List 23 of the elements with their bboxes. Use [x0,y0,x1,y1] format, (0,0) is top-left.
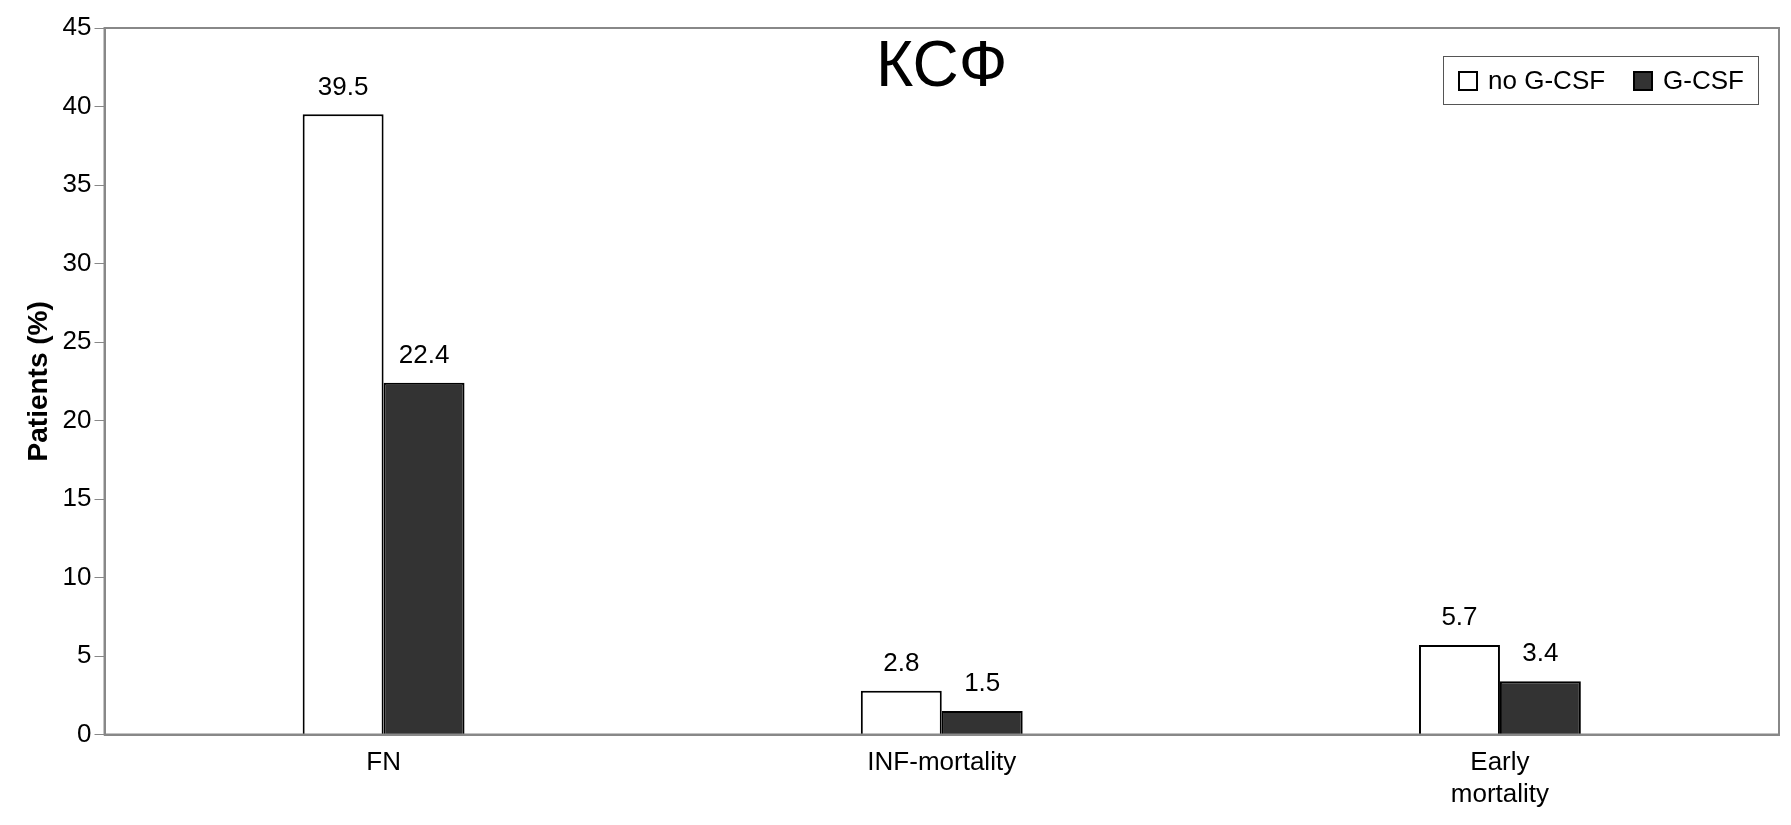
x-tick-label: INF-mortality [867,746,1017,777]
chart-title: КСФ [876,27,1008,100]
y-tick-label: 30 [62,246,92,277]
x-tick-label: Early mortality [1450,746,1550,808]
legend-label: G-CSF [1663,65,1744,96]
y-tick-label: 25 [62,325,92,356]
y-tick-label: 45 [62,11,92,42]
data-label: 5.7 [1441,601,1478,632]
data-label: 2.8 [883,646,920,677]
x-tick-label: FN [366,746,401,777]
data-label: 39.5 [317,70,369,101]
data-label: 22.4 [398,339,450,370]
data-label: 3.4 [1522,637,1559,668]
y-tick-label: 40 [62,89,92,120]
y-tick-label: 5 [77,639,92,670]
y-axis-title: Patients (%) [21,301,53,462]
y-tick-label: 20 [62,403,92,434]
y-tick-label: 10 [62,560,92,591]
y-tick-label: 15 [62,482,92,513]
text: no G-CSF [1488,65,1606,96]
data-label: 1.5 [964,667,1001,698]
y-tick-label: 0 [77,717,92,748]
y-tick-label: 35 [62,168,92,199]
